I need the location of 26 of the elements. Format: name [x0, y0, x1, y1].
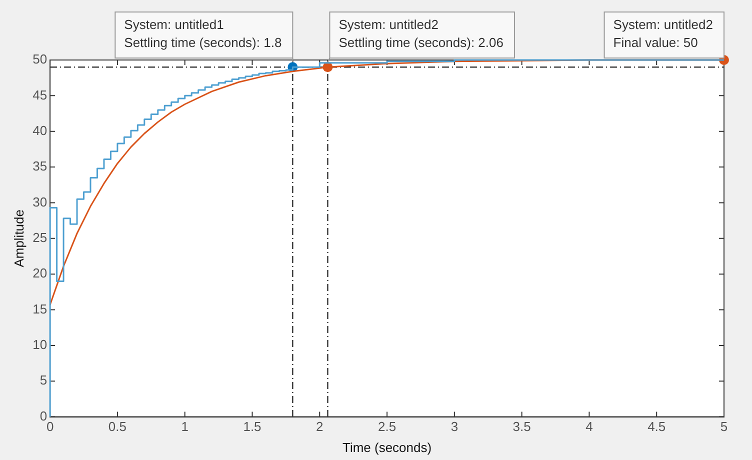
y-tick-label: 40	[32, 122, 48, 138]
annotation: System: untitled2 Settling time (seconds): 2.06	[338, 17, 504, 50]
y-tick-label: 50	[32, 52, 48, 67]
x-tick-label: 4.5	[648, 419, 666, 434]
x-tick-label: 4	[586, 419, 593, 434]
y-tick-label: 45	[32, 87, 48, 102]
y-tick-label: 0	[40, 408, 48, 424]
x-tick-label: 1	[181, 419, 188, 434]
x-axis-title: Time (seconds)	[342, 440, 432, 455]
y-axis-title: Amplitude	[11, 209, 26, 268]
y-tick-label: 30	[32, 194, 48, 210]
x-tick-label: 3	[450, 419, 458, 434]
x-tick-label: 1.5	[243, 419, 262, 434]
annotation: System: untitled1 Settling time (seconds): 1.8	[124, 17, 282, 50]
y-tick-label: 5	[40, 372, 48, 388]
x-tick-label: 3.5	[512, 419, 531, 434]
y-tick-label: 25	[32, 230, 48, 245]
y-tick-label: 35	[32, 158, 48, 174]
annotation: System: untitled2 Final value: 50	[613, 17, 714, 50]
y-tick-label: 15	[32, 301, 48, 316]
x-tick-label: 0.5	[108, 419, 126, 434]
x-tick-label: 5	[720, 419, 728, 434]
x-tick-label: 2.5	[378, 419, 396, 434]
y-tick-label: 10	[32, 337, 48, 352]
x-tick-label: 2	[316, 419, 324, 434]
y-tick-label: 20	[32, 266, 48, 281]
